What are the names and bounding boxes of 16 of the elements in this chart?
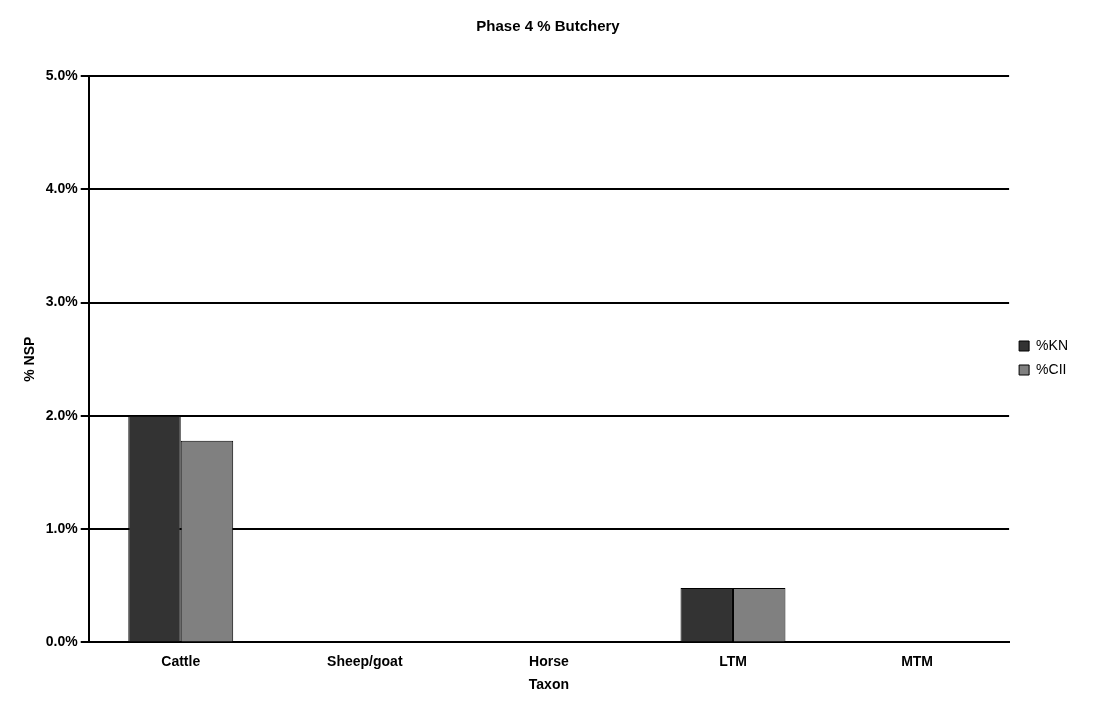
x-tick-label: MTM — [901, 652, 934, 669]
chart-title: Phase 4 % Butchery — [476, 17, 621, 35]
x-tick-label: Sheep/goat — [327, 652, 403, 669]
x-tick-label: Horse — [529, 652, 569, 669]
x-axis-title: Taxon — [528, 676, 570, 693]
y-tick-label: 5.0% — [45, 66, 79, 83]
y-tick-label: 3.0% — [45, 293, 79, 310]
x-tick-label: Cattle — [161, 652, 201, 669]
y-tick-label: 2.0% — [45, 406, 79, 423]
y-tick-label: 4.0% — [45, 180, 79, 197]
x-tick-label: LTM — [719, 652, 747, 669]
legend-label: %CII — [1036, 360, 1067, 377]
y-axis-title: % NSP — [21, 336, 38, 382]
y-tick-label: 0.0% — [45, 633, 79, 650]
y-tick-label: 1.0% — [45, 519, 79, 536]
legend-label: %KN — [1036, 336, 1069, 353]
